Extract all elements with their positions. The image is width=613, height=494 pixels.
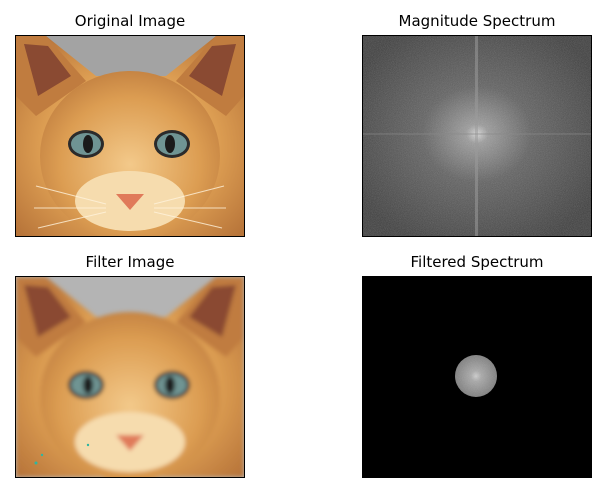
spectrum-graphic <box>363 36 591 236</box>
panel-title-magnitude: Magnitude Spectrum <box>398 12 556 30</box>
panel-title-filter: Filter Image <box>85 253 175 271</box>
kitten-blurred-graphic <box>16 277 244 477</box>
magnitude-spectrum-image <box>362 35 592 237</box>
panel-title-original: Original Image <box>74 12 186 30</box>
kitten-graphic <box>16 36 244 236</box>
panel-title-filtered-spectrum: Filtered Spectrum <box>410 253 544 271</box>
filtered-spectrum-image <box>362 276 592 478</box>
masked-spectrum-graphic <box>363 277 591 477</box>
filter-image <box>15 276 245 478</box>
original-image <box>15 35 245 237</box>
